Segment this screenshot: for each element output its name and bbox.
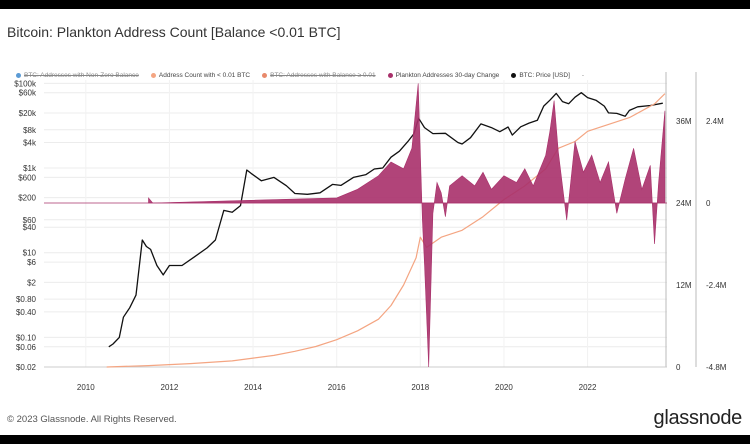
y-right-tick: -2.4M — [706, 281, 727, 290]
x-tick: 2012 — [161, 383, 179, 392]
legend-dot-icon — [511, 72, 517, 78]
legend-label: Address Count with < 0.01 BTC — [158, 71, 251, 79]
y-left-tick: $0.10 — [16, 333, 37, 342]
y-mid-tick: 24M — [676, 199, 692, 208]
y-right-tick: 0 — [706, 199, 711, 208]
x-tick: 2018 — [411, 383, 429, 392]
legend-dot-icon — [387, 72, 393, 78]
y-left-tick: $0.40 — [16, 308, 37, 317]
y-mid-tick: 12M — [676, 281, 692, 290]
legend-item[interactable]: BTC: Addresses with Balance ≥ 0.01 — [262, 71, 376, 79]
y-left-tick: $0.02 — [16, 363, 37, 372]
legend-label: BTC: Addresses with Balance ≥ 0.01 — [270, 71, 376, 79]
legend-item[interactable]: BTC: Addresses with Non-Zero Balance — [16, 72, 139, 79]
copyright-footer: © 2023 Glassnode. All Rights Reserved. — [7, 414, 177, 425]
series-area-plankton-change — [148, 83, 666, 368]
y-right-tick: 2.4M — [706, 117, 724, 126]
y-left-tick: $40 — [23, 223, 37, 232]
x-tick: 2014 — [244, 383, 262, 392]
legend-dot-icon — [16, 72, 21, 78]
legend-dot-icon — [150, 72, 156, 78]
legend-item[interactable]: Plankton Addresses 30-day Change — [387, 71, 500, 79]
chart-title: Bitcoin: Plankton Address Count [Balance… — [7, 24, 341, 40]
y-left-tick: $0.06 — [16, 343, 37, 352]
x-tick: 2016 — [328, 383, 346, 392]
legend-item[interactable]: Address Count with < 0.01 BTC — [150, 71, 251, 79]
legend: BTC: Addresses with Non-Zero Balance Addr… — [16, 68, 584, 82]
y-left-tick: $4k — [23, 139, 37, 148]
series-line-plankton-count — [106, 93, 666, 368]
y-left-tick: $8k — [23, 126, 37, 135]
y-mid-tick: 36M — [676, 117, 692, 126]
legend-label: Plankton Addresses 30-day Change — [395, 71, 500, 79]
y-left-tick: $60 — [23, 216, 37, 225]
series-line-btc-price — [108, 92, 663, 348]
chart-card: Bitcoin: Plankton Address Count [Balance… — [0, 9, 750, 435]
legend-end: - — [581, 71, 585, 79]
brand-logo: glassnode — [653, 407, 743, 429]
x-tick: 2020 — [495, 383, 513, 392]
y-mid-tick: 0 — [676, 363, 681, 372]
y-left-tick: $0.80 — [16, 295, 37, 304]
legend-item[interactable]: BTC: Price [USD] — [511, 72, 570, 79]
y-left-tick: $20k — [19, 109, 37, 118]
y-left-tick: $60k — [19, 89, 37, 98]
x-tick: 2010 — [77, 383, 95, 392]
y-left-tick: $10 — [23, 249, 37, 258]
y-right-tick: -4.8M — [706, 363, 727, 372]
y-left-tick: $200 — [18, 194, 36, 203]
y-left-tick: $600 — [18, 173, 36, 182]
y-left-tick: $6 — [27, 258, 36, 267]
legend-label: BTC: Price [USD] — [519, 71, 570, 79]
y-left-tick: $2 — [27, 278, 36, 287]
x-tick: 2022 — [579, 383, 597, 392]
legend-dot-icon — [262, 72, 268, 78]
legend-label: BTC: Addresses with Non-Zero Balance — [24, 71, 139, 79]
y-left-tick: $100k — [14, 79, 37, 88]
y-left-tick: $1k — [23, 164, 37, 173]
